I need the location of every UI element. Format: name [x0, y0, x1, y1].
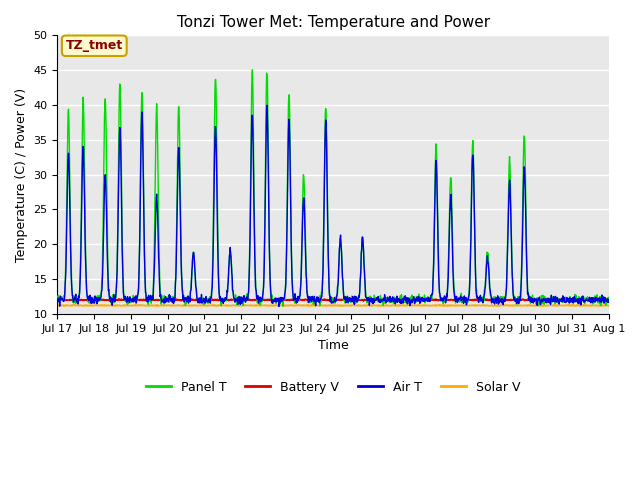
Title: Tonzi Tower Met: Temperature and Power: Tonzi Tower Met: Temperature and Power	[177, 15, 490, 30]
Text: TZ_tmet: TZ_tmet	[66, 39, 123, 52]
X-axis label: Time: Time	[317, 339, 349, 352]
Y-axis label: Temperature (C) / Power (V): Temperature (C) / Power (V)	[15, 87, 28, 262]
Legend: Panel T, Battery V, Air T, Solar V: Panel T, Battery V, Air T, Solar V	[141, 376, 525, 399]
